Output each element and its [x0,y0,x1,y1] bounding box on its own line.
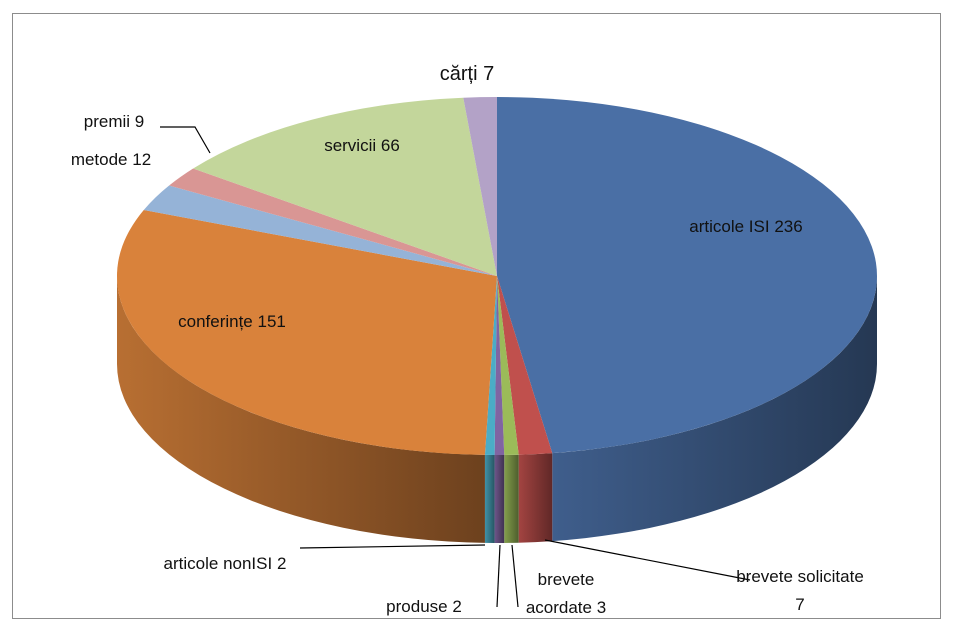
leader-line [299,544,486,549]
slice [497,276,519,455]
label-value: 7 [483,63,495,85]
label-category: brevete acordate [525,570,595,617]
label-category: cărți [439,63,478,85]
label-category: articole ISI [689,217,770,236]
data-label: articole ISI 236 [626,213,866,241]
label-category: produse [386,597,448,616]
label-value: 2 [276,554,287,573]
slice-side [117,276,485,543]
label-value: 2 [452,597,462,616]
label-value: 236 [774,217,803,236]
slice [193,97,497,277]
label-category: premii [83,112,131,131]
label-category: servicii [324,136,377,155]
data-label: premii 9 [54,108,174,136]
label-value: 3 [596,598,607,617]
leader-line [160,126,211,154]
slice [117,210,498,455]
label-category: metode [70,150,128,169]
label-category: brevete solicitate [736,567,864,586]
label-category: conferințe [178,312,253,331]
label-value: 9 [134,112,145,131]
leader-line [496,544,501,608]
leader-line [511,544,519,608]
slice-side [494,454,505,543]
slice [143,185,497,276]
data-label: servicii 66 [282,132,442,160]
slice-side [504,454,519,543]
slice [169,168,497,276]
leader-line [544,539,751,581]
pie-sides [117,276,878,543]
label-value: 7 [795,595,805,614]
data-label: articole nonISI 2 [135,550,315,578]
data-label: brevete acordate 3 [516,566,616,622]
slice [484,276,497,455]
slice [494,276,505,455]
label-value: 12 [132,150,152,169]
label-category: articole nonISI [163,554,273,573]
slice [497,96,878,454]
label-value: 66 [380,136,400,155]
data-label: cărți 7 [407,60,527,88]
slice-side [484,454,495,543]
data-label: metode 12 [41,146,181,174]
data-label: produse 2 [369,593,479,621]
chart-frame [12,13,941,619]
data-label: brevete solicitate 7 [730,563,870,619]
slice [463,97,497,276]
label-value: 151 [257,312,286,331]
data-label: conferințe 151 [132,308,332,336]
slice [497,276,553,455]
slice-side [552,276,878,542]
slice-side [518,453,553,543]
